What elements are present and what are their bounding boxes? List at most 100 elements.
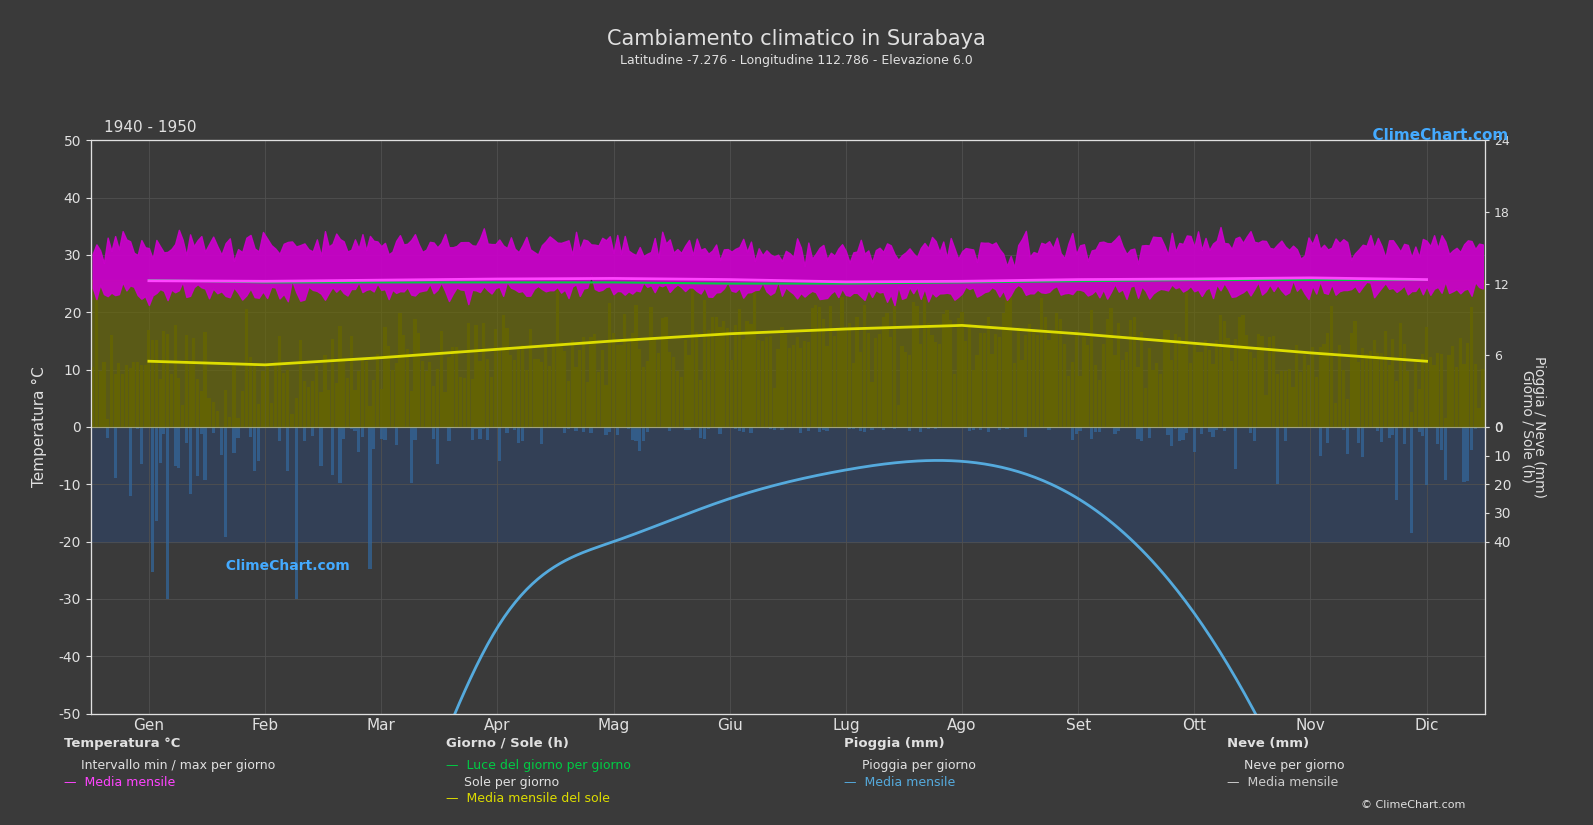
Bar xyxy=(612,333,615,427)
Bar xyxy=(1354,321,1357,427)
Bar xyxy=(1177,427,1180,441)
Text: ClimeChart.com: ClimeChart.com xyxy=(217,559,350,573)
Text: Latitudine -7.276 - Longitudine 112.786 - Elevazione 6.0: Latitudine -7.276 - Longitudine 112.786 … xyxy=(620,54,973,67)
Bar xyxy=(908,356,911,427)
Bar xyxy=(710,317,714,427)
Bar xyxy=(245,309,249,427)
Bar xyxy=(825,346,828,427)
Bar xyxy=(1421,354,1424,427)
Bar xyxy=(1429,357,1432,427)
Bar xyxy=(261,370,264,427)
Bar xyxy=(983,332,986,427)
Bar xyxy=(220,427,223,455)
Bar xyxy=(241,391,244,427)
Bar xyxy=(1188,363,1192,427)
Bar xyxy=(475,427,478,428)
Bar xyxy=(196,427,199,476)
Bar xyxy=(1311,346,1314,427)
Bar xyxy=(443,393,446,427)
Bar xyxy=(1462,365,1466,427)
Bar xyxy=(299,340,303,427)
Bar xyxy=(373,427,376,449)
Bar xyxy=(1193,427,1196,452)
Bar xyxy=(331,427,335,474)
Bar xyxy=(188,364,191,427)
Bar xyxy=(933,427,937,429)
Bar xyxy=(836,328,840,427)
Text: ClimeChart.com: ClimeChart.com xyxy=(1362,128,1509,143)
Bar xyxy=(1063,344,1066,427)
Bar xyxy=(969,427,972,431)
Bar xyxy=(800,427,803,433)
Bar xyxy=(1005,427,1008,429)
Bar xyxy=(185,427,188,443)
Bar xyxy=(376,354,379,427)
Bar xyxy=(311,381,314,427)
Bar xyxy=(151,427,155,572)
Bar xyxy=(1319,427,1322,456)
Bar xyxy=(1185,292,1188,427)
Bar xyxy=(765,337,768,427)
Bar xyxy=(249,427,252,436)
Bar xyxy=(1360,427,1364,457)
Bar xyxy=(1338,345,1341,427)
Bar xyxy=(143,365,147,427)
Bar xyxy=(1098,380,1101,427)
Bar xyxy=(1125,351,1128,427)
Bar xyxy=(1395,427,1399,500)
Bar xyxy=(1002,427,1005,428)
Bar xyxy=(852,363,855,427)
Bar xyxy=(429,362,432,427)
Bar xyxy=(521,345,524,427)
Bar xyxy=(510,427,513,428)
Bar xyxy=(855,318,859,427)
Bar xyxy=(1440,427,1443,450)
Bar xyxy=(1276,427,1279,484)
Bar xyxy=(609,304,612,427)
Bar xyxy=(1418,389,1421,427)
Bar xyxy=(118,363,121,427)
Bar xyxy=(1474,364,1477,427)
Bar xyxy=(1443,417,1446,427)
Bar xyxy=(1391,339,1394,427)
Bar xyxy=(236,427,239,438)
Bar xyxy=(282,373,285,427)
Text: Sole per giorno: Sole per giorno xyxy=(464,776,559,789)
Bar xyxy=(1094,427,1098,432)
Bar xyxy=(586,382,589,427)
Bar xyxy=(215,411,218,427)
Bar xyxy=(1129,320,1133,427)
Bar xyxy=(814,304,817,427)
Bar xyxy=(1163,330,1166,427)
Bar xyxy=(784,334,787,427)
Bar xyxy=(212,427,215,433)
Bar xyxy=(1235,339,1238,427)
Bar xyxy=(661,318,664,427)
Bar xyxy=(1249,352,1252,427)
Bar xyxy=(972,427,975,430)
Bar xyxy=(1287,369,1290,427)
Bar xyxy=(395,427,398,445)
Bar xyxy=(757,340,760,427)
Bar xyxy=(1380,353,1383,427)
Bar xyxy=(346,378,349,427)
Bar xyxy=(135,427,139,429)
Bar xyxy=(1241,315,1244,427)
Bar xyxy=(467,323,470,427)
Bar xyxy=(1257,334,1260,427)
Bar xyxy=(667,427,671,431)
Bar xyxy=(529,329,532,427)
Bar xyxy=(822,427,825,430)
Bar xyxy=(277,337,280,427)
Bar xyxy=(413,318,416,427)
Bar xyxy=(822,318,825,427)
Bar xyxy=(859,427,862,431)
Bar xyxy=(253,427,256,470)
Bar xyxy=(1346,398,1349,427)
Bar xyxy=(91,367,94,427)
Bar xyxy=(623,314,626,427)
Bar xyxy=(132,362,135,427)
Bar xyxy=(1152,370,1155,427)
Bar xyxy=(817,307,820,427)
Bar xyxy=(379,389,382,427)
